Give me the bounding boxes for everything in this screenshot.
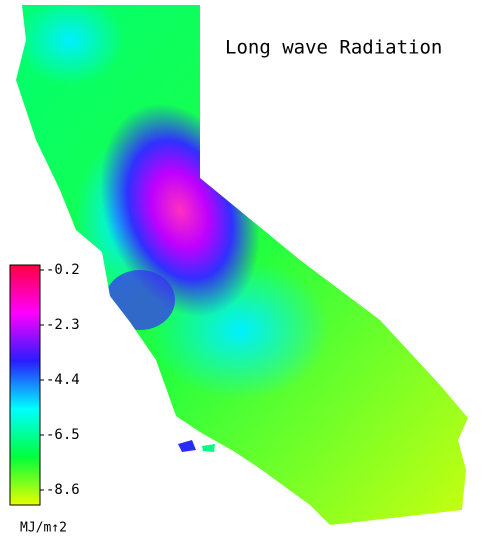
island xyxy=(178,440,196,452)
region xyxy=(16,5,125,85)
colorbar-tick-label: -0.2 xyxy=(46,262,80,278)
colorbar-unit: MJ/m↑2 xyxy=(20,521,67,536)
colorbar-tick-label: -8.6 xyxy=(46,482,80,498)
colorbar: -0.2 -2.3 -4.4 -6.5 -8.6 xyxy=(9,262,80,506)
map-title: Long wave Radiation xyxy=(225,37,442,59)
colorbar-tick-label: -2.3 xyxy=(46,317,80,333)
california-map xyxy=(16,5,468,525)
colorbar-tick-label: -6.5 xyxy=(46,427,80,443)
island xyxy=(202,444,215,452)
colorbar-bar xyxy=(9,264,41,506)
region xyxy=(105,270,175,330)
colorbar-tick-label: -4.4 xyxy=(46,372,80,388)
